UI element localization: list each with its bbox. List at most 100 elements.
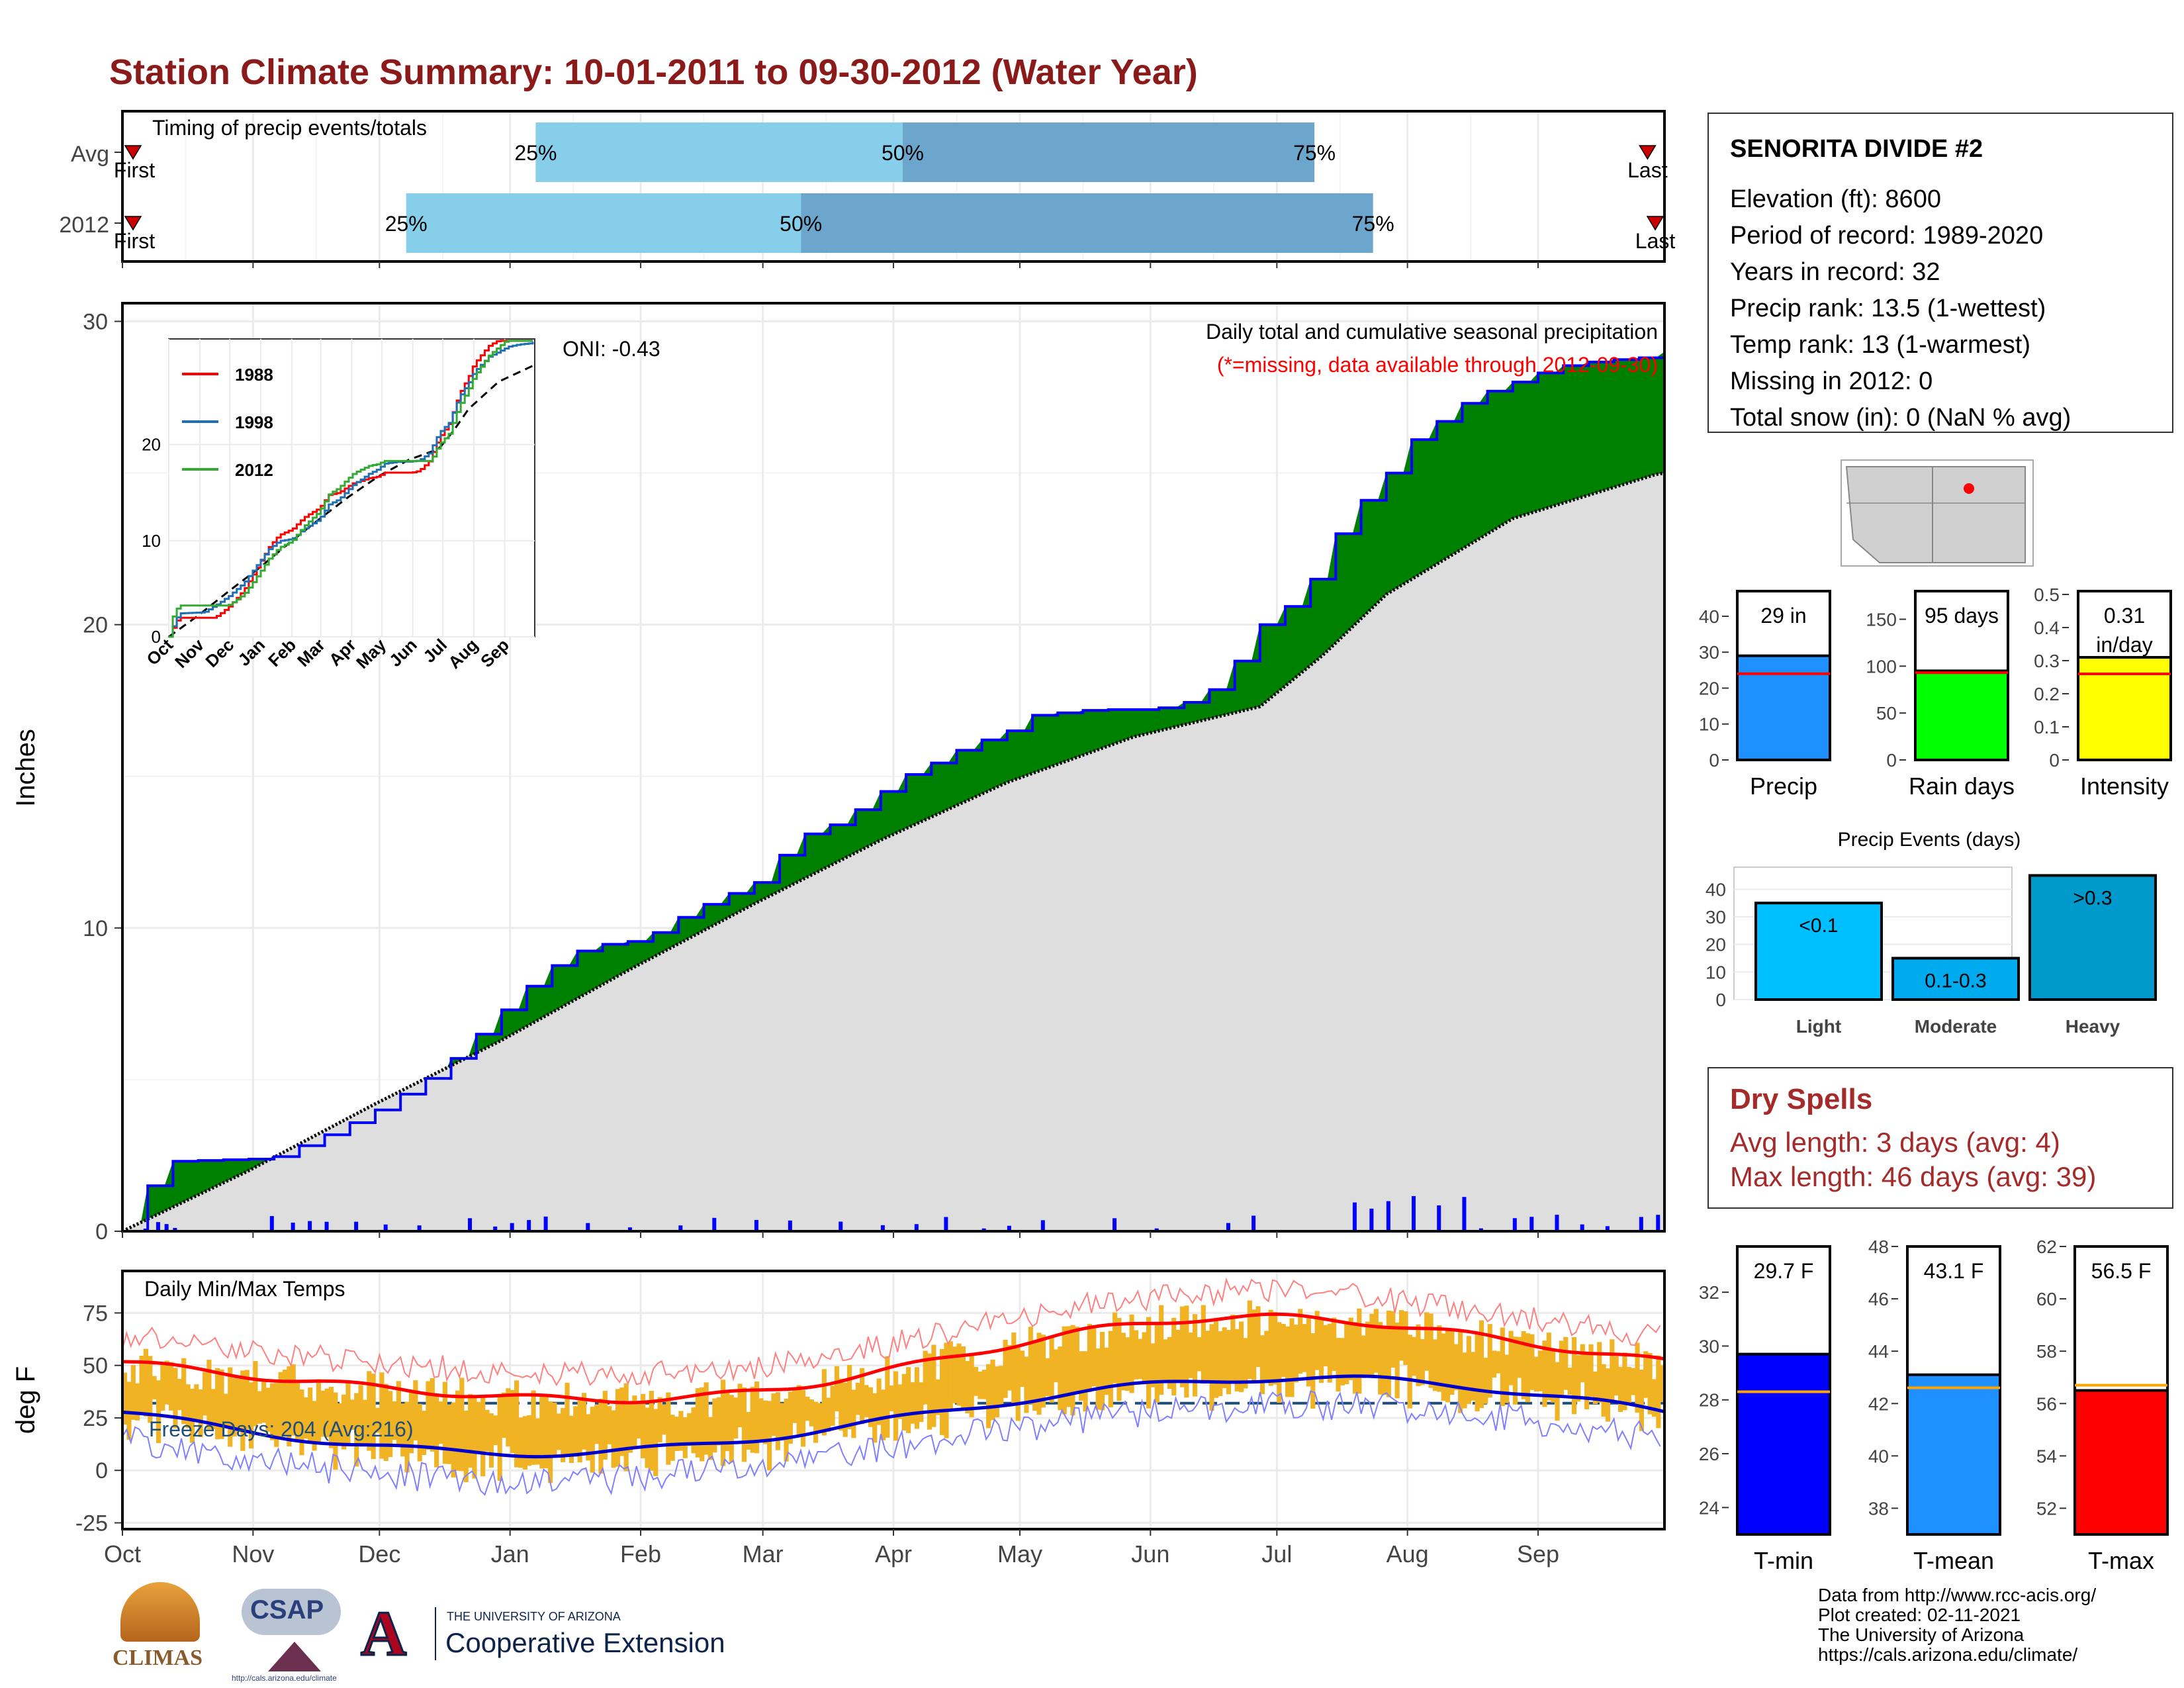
daily-temp-bar [1150, 1343, 1156, 1387]
daily-temp-bar [889, 1385, 894, 1412]
daily-temp-bar [371, 1374, 376, 1460]
daily-temp-bar [1247, 1300, 1252, 1380]
daily-precip-bar [468, 1218, 473, 1231]
daily-temp-bar [712, 1398, 717, 1453]
daily-temp-bar [143, 1348, 148, 1417]
daily-temp-bar [1040, 1335, 1046, 1408]
daily-temp-bar [417, 1403, 422, 1462]
precip-total-tick-label: 10 [1699, 714, 1719, 735]
dry-spells-max: Max length: 46 days (avg: 39) [1730, 1161, 2097, 1192]
daily-temp-bar [1555, 1362, 1560, 1421]
credit-plot-date: Plot created: 02-11-2021 [1818, 1605, 2021, 1625]
daily-temp-bar [438, 1401, 443, 1444]
daily-temp-bar [994, 1366, 999, 1418]
daily-temp-bar [1508, 1331, 1514, 1385]
daily-temp-bar [1234, 1329, 1240, 1391]
daily-precip-bar [164, 1224, 169, 1231]
daily-precip-bar [1386, 1201, 1390, 1231]
timing-bar-q25-q50 [535, 122, 903, 182]
daily-temp-bar [552, 1402, 557, 1458]
inset-series-line [169, 342, 534, 638]
daily-temp-bar [868, 1387, 873, 1427]
daily-temp-bar [1142, 1332, 1147, 1385]
daily-temp-bar [923, 1350, 928, 1405]
timing-row-label: 2012 [59, 212, 109, 238]
daily-temp-bar [1218, 1331, 1223, 1397]
month-axis-label: Oct [104, 1540, 141, 1568]
daily-temp-bar [762, 1400, 768, 1444]
temp-max-tick-label: 60 [2036, 1289, 2057, 1309]
daily-temp-bar [1398, 1310, 1404, 1361]
daily-temp-bar [1205, 1331, 1210, 1382]
map-state-new-mexico [1932, 466, 2026, 563]
daily-temp-bar [1580, 1344, 1585, 1383]
avg-max-temp-line [122, 1312, 1665, 1405]
precip-y-axis-label: Inches [11, 729, 40, 807]
daily-temp-bar [337, 1403, 342, 1446]
daily-temp-bar [1471, 1352, 1476, 1401]
daily-precip-bar [944, 1217, 948, 1231]
daily-temp-bar [999, 1366, 1004, 1405]
month-axis-label: Jun [1131, 1540, 1169, 1568]
daily-temp-bar [1255, 1306, 1261, 1368]
daily-temp-bar [788, 1391, 794, 1444]
daily-precip-bar [324, 1221, 329, 1231]
daily-temp-bar [750, 1386, 755, 1453]
daily-temp-bar [543, 1393, 549, 1469]
intensity-tick-label: 0.3 [2034, 651, 2060, 671]
daily-temp-bar [746, 1412, 751, 1450]
daily-temp-bar [1369, 1313, 1375, 1377]
daily-temp-bar [1070, 1325, 1075, 1416]
daily-temp-bar [1045, 1358, 1050, 1397]
daily-temp-bar [1289, 1318, 1295, 1397]
daily-temp-bar [345, 1381, 351, 1446]
daily-temp-bar [1066, 1326, 1071, 1407]
daily-temp-bar [1179, 1306, 1185, 1387]
last-event-marker [1646, 216, 1664, 231]
temp-min-bar [1736, 1352, 1831, 1536]
daily-temp-bar [1487, 1324, 1492, 1398]
events-axis-label: Light [1796, 1016, 1841, 1037]
daily-temp-bar [291, 1364, 296, 1436]
daily-temp-bar [1272, 1312, 1278, 1385]
daily-temp-bar [687, 1413, 692, 1446]
daily-temp-bar [885, 1356, 890, 1438]
inset-series-line [169, 340, 533, 638]
daily-temp-bar [573, 1406, 578, 1457]
daily-temp-bar [817, 1403, 823, 1430]
daily-precip-bar [527, 1220, 531, 1231]
daily-temp-bar [1521, 1331, 1526, 1399]
daily-temp-bar [1647, 1352, 1653, 1415]
daily-temp-bar [1095, 1348, 1101, 1410]
daily-temp-bar [897, 1384, 903, 1419]
events-tick-label: 40 [1706, 879, 1726, 900]
daily-temp-bar [236, 1378, 242, 1430]
daily-temp-bar [295, 1380, 300, 1441]
daily-precip-bar [1007, 1225, 1011, 1231]
intensity-value-unit: in/day [2096, 633, 2152, 657]
daily-temp-bar [126, 1382, 132, 1440]
daily-temp-bar [476, 1401, 481, 1453]
temp-max-axis-label: T-max [2088, 1547, 2154, 1574]
temp-y-tick-label: 50 [83, 1354, 108, 1379]
daily-temp-bar [1053, 1349, 1059, 1383]
daily-temp-bar [919, 1382, 924, 1423]
daily-temp-bar [602, 1391, 608, 1460]
temp-min-tick-label: 30 [1699, 1336, 1719, 1356]
daily-temp-bar [1496, 1351, 1501, 1374]
record-low-line [122, 1390, 1661, 1496]
daily-temp-bar [1639, 1370, 1644, 1431]
temp-mean-axis-label: T-mean [1913, 1547, 1994, 1574]
daily-temp-bar [274, 1383, 279, 1447]
daily-temp-bar [771, 1393, 776, 1436]
station-elevation: Elevation (ft): 8600 [1730, 185, 1941, 213]
daily-temp-bar [556, 1413, 561, 1450]
daily-temp-bar [1403, 1311, 1408, 1365]
timing-bar-q50-q75 [801, 193, 1373, 253]
daily-temp-bar [796, 1385, 801, 1435]
daily-temp-bar [177, 1378, 182, 1411]
daily-temp-bar [1441, 1333, 1446, 1401]
temp-max-tick-label: 62 [2036, 1237, 2057, 1257]
last-event-marker [1639, 145, 1657, 160]
daily-temp-bar [404, 1401, 410, 1473]
